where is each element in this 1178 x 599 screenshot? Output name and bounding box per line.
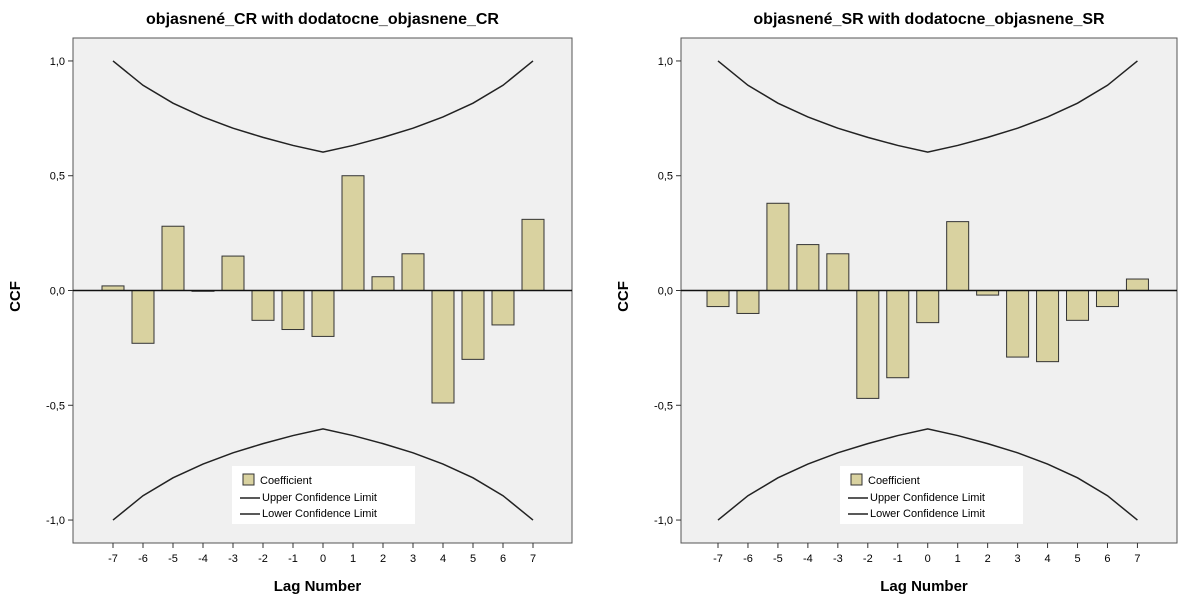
legend-box	[840, 466, 1023, 524]
upper-confidence-line	[112, 60, 534, 153]
x-tick-label: 1	[955, 553, 961, 565]
x-tick-label: -7	[713, 553, 723, 565]
lower-confidence-line	[112, 428, 534, 521]
y-tick-label: 0,0	[50, 286, 65, 298]
legend-swatch-coefficient	[850, 473, 863, 486]
x-tick-label: 4	[440, 553, 446, 565]
x-tick-label: 1	[350, 553, 356, 565]
upper-confidence-line	[717, 60, 1138, 153]
chart-title: objasnené_SR with dodatocne_objasnene_SR	[753, 11, 1105, 28]
x-tick-label: -5	[773, 553, 783, 565]
x-tick-label: 0	[925, 553, 931, 565]
coefficient-bar	[401, 253, 425, 291]
x-tick-label: 7	[530, 553, 536, 565]
coefficient-bar	[341, 175, 365, 292]
coefficient-bar	[1095, 290, 1119, 308]
y-tick-label: 1,0	[50, 56, 65, 68]
x-tick-label: -2	[258, 553, 268, 565]
coefficient-bar	[431, 290, 455, 404]
chart-title: objasnené_CR with dodatocne_objasnene_CR	[146, 11, 499, 28]
coefficient-bar	[131, 290, 155, 344]
legend-label-coefficient: Coefficient	[868, 475, 920, 487]
legend: Coefficient Upper Confidence Limit Lower C…	[840, 466, 1023, 524]
legend-label-upper: Upper Confidence Limit	[870, 492, 985, 504]
coefficient-bar	[521, 218, 545, 291]
x-tick-label: -7	[108, 553, 118, 565]
coefficient-bar	[371, 276, 395, 291]
legend-label-lower: Lower Confidence Limit	[262, 508, 377, 520]
coefficient-bar	[251, 290, 275, 321]
coefficient-bar	[706, 290, 730, 308]
ccf-chart-cr: objasnené_CR with dodatocne_objasnene_CR…	[7, 11, 573, 595]
y-tick-label: -1,0	[46, 515, 65, 527]
coefficient-bar	[311, 290, 335, 337]
coefficient-bar	[1036, 290, 1060, 363]
y-tick-label: -1,0	[654, 515, 673, 527]
coefficient-bar	[281, 290, 305, 331]
coefficient-bar	[1006, 290, 1030, 358]
chart-svg: objasnené_SR with dodatocne_objasnene_SR…	[615, 11, 1178, 595]
x-tick-label: 7	[1134, 553, 1140, 565]
coefficient-bar	[461, 290, 485, 360]
x-axis-label: Lag Number	[274, 578, 362, 595]
coefficient-bar	[826, 253, 850, 291]
coefficient-bar	[1125, 278, 1149, 292]
x-tick-label: 4	[1044, 553, 1050, 565]
chart-svg: objasnené_CR with dodatocne_objasnene_CR…	[7, 11, 573, 595]
x-tick-label: -6	[138, 553, 148, 565]
x-tick-label: -5	[168, 553, 178, 565]
coefficient-bar	[796, 244, 820, 292]
x-tick-label: -1	[288, 553, 298, 565]
x-tick-label: 3	[1015, 553, 1021, 565]
x-tick-label: 5	[1074, 553, 1080, 565]
x-tick-label: -4	[803, 553, 813, 565]
y-axis-label: CCF	[615, 281, 632, 312]
x-tick-label: -2	[863, 553, 873, 565]
x-tick-label: -4	[198, 553, 208, 565]
x-tick-label: 0	[320, 553, 326, 565]
coefficient-bar	[766, 202, 790, 291]
y-tick-label: 1,0	[658, 56, 673, 68]
x-tick-label: -6	[743, 553, 753, 565]
legend: Coefficient Upper Confidence Limit Lower C…	[232, 466, 415, 524]
x-axis-label: Lag Number	[880, 578, 968, 595]
coefficient-bar	[1066, 290, 1090, 321]
x-tick-label: -3	[833, 553, 843, 565]
legend-label-upper: Upper Confidence Limit	[262, 492, 377, 504]
x-tick-label: -1	[893, 553, 903, 565]
coefficient-bar	[856, 290, 880, 399]
y-tick-label: 0,5	[50, 171, 65, 183]
coefficient-bar	[736, 290, 760, 314]
x-tick-label: 5	[470, 553, 476, 565]
ccf-chart-sr: objasnené_SR with dodatocne_objasnene_SR…	[589, 0, 1178, 599]
lower-confidence-line	[717, 428, 1138, 521]
coefficient-bar	[161, 225, 185, 292]
legend-label-coefficient: Coefficient	[260, 475, 312, 487]
x-tick-label: -3	[228, 553, 238, 565]
coefficient-bar	[221, 255, 245, 291]
legend-box	[232, 466, 415, 524]
y-tick-label: 0,5	[658, 171, 673, 183]
legend-swatch-coefficient	[242, 473, 255, 486]
x-tick-label: 2	[380, 553, 386, 565]
y-tick-label: -0,5	[46, 400, 65, 412]
coefficient-bar	[886, 290, 910, 379]
y-tick-label: -0,5	[654, 400, 673, 412]
coefficient-bar	[491, 290, 515, 326]
x-tick-label: 2	[985, 553, 991, 565]
y-tick-label: 0,0	[658, 286, 673, 298]
legend-label-lower: Lower Confidence Limit	[870, 508, 985, 520]
x-tick-label: 6	[1104, 553, 1110, 565]
x-tick-label: 6	[500, 553, 506, 565]
coefficient-bar	[946, 221, 970, 292]
y-axis-label: CCF	[7, 281, 24, 312]
coefficient-bar	[916, 290, 940, 324]
x-tick-label: 3	[410, 553, 416, 565]
